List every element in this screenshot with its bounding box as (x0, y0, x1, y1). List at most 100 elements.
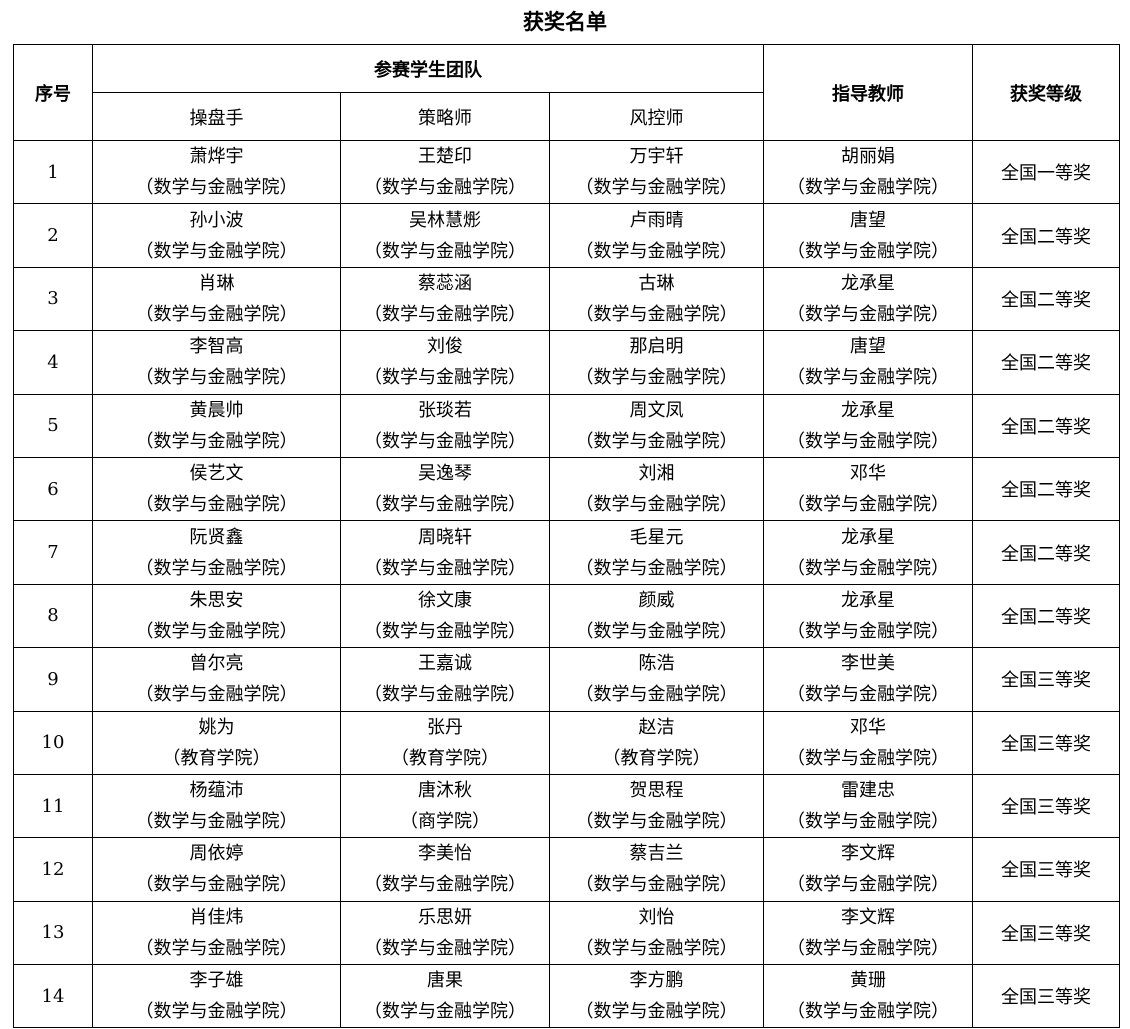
award-level: 全国三等奖 (1001, 733, 1092, 755)
trader-name: 李智高 (189, 336, 244, 358)
header-strategist: 策略师 (340, 92, 550, 141)
table-cell: 李世美 （数学与金融学院） (763, 647, 974, 712)
strategist-name: 刘俊 (427, 336, 463, 358)
table-cell: 肖琳 （数学与金融学院） (92, 266, 341, 332)
table-cell: 唐沐秋 （商学院） (340, 773, 550, 839)
header-index: 序号 (13, 44, 93, 141)
table-cell: 4 (13, 330, 93, 395)
risk-college: （数学与金融学院） (575, 811, 738, 833)
table-cell: 全国三等奖 (972, 964, 1121, 1029)
table-cell: 贺思程 （数学与金融学院） (548, 773, 765, 839)
trader-name: 周依婷 (189, 843, 244, 865)
table-row: 12 周依婷 （数学与金融学院） 李美怡 （数学与金融学院） 蔡吉兰 （数学与金融学院） 李文… (13, 837, 1121, 902)
advisor-name: 李世美 (841, 653, 896, 675)
table-row: 11 杨蕴沛 （数学与金融学院） 唐沐秋 （商学院） 贺思程 （数学与金融学院） 雷建忠 （数学… (13, 773, 1121, 839)
table-cell: 吴林慧烿 （数学与金融学院） (340, 203, 550, 268)
header-risk: 风控师 (548, 92, 765, 141)
table-cell: 孙小波 （数学与金融学院） (92, 203, 341, 268)
risk-name: 刘怡 (638, 906, 675, 928)
risk-college: （数学与金融学院） (575, 937, 738, 959)
strategist-name: 唐沐秋 (418, 780, 472, 802)
trader-name: 曾尔亮 (189, 653, 244, 675)
strategist-name: 王嘉诚 (418, 653, 472, 675)
award-level: 全国三等奖 (1001, 670, 1092, 692)
table-cell: 徐文康 （数学与金融学院） (340, 583, 550, 649)
table-cell: 曾尔亮 （数学与金融学院） (92, 647, 341, 712)
advisor-college: （数学与金融学院） (787, 557, 950, 579)
advisor-college: （数学与金融学院） (787, 620, 950, 642)
row-index: 5 (47, 415, 59, 437)
risk-name: 卢雨晴 (629, 209, 684, 231)
table-cell: 全国一等奖 (972, 139, 1121, 205)
advisor-name: 唐望 (850, 209, 887, 231)
table-cell: 全国二等奖 (972, 393, 1121, 458)
award-level: 全国二等奖 (1001, 289, 1092, 311)
advisor-name: 唐望 (850, 336, 887, 358)
row-index: 11 (41, 795, 65, 817)
table-cell: 杨蕴沛 （数学与金融学院） (92, 773, 341, 839)
table-cell: 全国二等奖 (972, 583, 1121, 649)
advisor-name: 胡丽娟 (841, 146, 896, 168)
table-cell: 6 (13, 456, 93, 522)
table-cell: 全国二等奖 (972, 330, 1121, 395)
strategist-college: （商学院） (400, 811, 490, 833)
strategist-name: 李美怡 (418, 843, 472, 865)
advisor-college: （数学与金融学院） (787, 494, 950, 516)
row-index: 13 (41, 922, 65, 944)
advisor-college: （数学与金融学院） (787, 240, 950, 262)
trader-college: （数学与金融学院） (135, 557, 298, 579)
table-row: 9 曾尔亮 （数学与金融学院） 王嘉诚 （数学与金融学院） 陈浩 （数学与金融学院） 李世美 （… (13, 647, 1121, 712)
table-row: 3 肖琳 （数学与金融学院） 蔡蕊涵 （数学与金融学院） 古琳 （数学与金融学院） 龙承星 （数… (13, 266, 1121, 332)
header-advisor: 指导教师 (763, 44, 974, 141)
award-level: 全国二等奖 (1001, 543, 1092, 565)
trader-college: （数学与金融学院） (135, 367, 298, 389)
row-index: 2 (47, 225, 59, 247)
table-cell: 刘怡 （数学与金融学院） (548, 900, 765, 966)
trader-college: （数学与金融学院） (135, 937, 298, 959)
risk-college: （数学与金融学院） (575, 177, 738, 199)
award-level: 全国一等奖 (1001, 163, 1092, 185)
award-level: 全国二等奖 (1001, 606, 1092, 628)
risk-name: 周文凤 (629, 399, 684, 421)
strategist-name: 周晓轩 (418, 526, 472, 548)
row-index: 14 (41, 985, 65, 1007)
trader-name: 阮贤鑫 (189, 526, 244, 548)
strategist-college: （数学与金融学院） (364, 303, 526, 325)
table-cell: 全国三等奖 (972, 900, 1121, 966)
table-cell: 那启明 （数学与金融学院） (548, 330, 765, 395)
advisor-college: （数学与金融学院） (787, 1001, 950, 1023)
trader-name: 朱思安 (189, 589, 244, 611)
trader-name: 孙小波 (189, 209, 244, 231)
risk-name: 万宇轩 (629, 146, 684, 168)
risk-name: 毛星元 (629, 526, 684, 548)
risk-name: 颜威 (638, 589, 675, 611)
advisor-name: 邓华 (850, 463, 887, 485)
trader-college: （数学与金融学院） (135, 1001, 298, 1023)
trader-college: （数学与金融学院） (135, 874, 298, 896)
advisor-name: 李文辉 (841, 906, 896, 928)
table-cell: 唐望 （数学与金融学院） (763, 203, 974, 268)
table-cell: 龙承星 （数学与金融学院） (763, 520, 974, 585)
table-cell: 12 (13, 837, 93, 902)
trader-college: （数学与金融学院） (135, 240, 298, 262)
risk-college: （数学与金融学院） (575, 494, 738, 516)
trader-college: （数学与金融学院） (135, 303, 298, 325)
risk-name: 那启明 (629, 336, 684, 358)
table-cell: 乐思妍 （数学与金融学院） (340, 900, 550, 966)
advisor-name: 龙承星 (841, 399, 896, 421)
table-cell: 雷建忠 （数学与金融学院） (763, 773, 974, 839)
award-level: 全国三等奖 (1001, 923, 1092, 945)
risk-college: （数学与金融学院） (575, 303, 738, 325)
table-cell: 黄晨帅 （数学与金融学院） (92, 393, 341, 458)
risk-name: 陈浩 (638, 653, 675, 675)
table-cell: 万宇轩 （数学与金融学院） (548, 139, 765, 205)
header-award: 获奖等级 (972, 44, 1121, 141)
table-cell: 李文辉 （数学与金融学院） (763, 900, 974, 966)
risk-college: （数学与金融学院） (575, 557, 738, 579)
strategist-name: 唐果 (427, 970, 463, 992)
advisor-name: 雷建忠 (841, 780, 896, 802)
risk-name: 赵洁 (638, 716, 675, 738)
strategist-college: （数学与金融学院） (364, 620, 526, 642)
risk-name: 刘湘 (638, 463, 675, 485)
risk-college: （数学与金融学院） (575, 1001, 738, 1023)
